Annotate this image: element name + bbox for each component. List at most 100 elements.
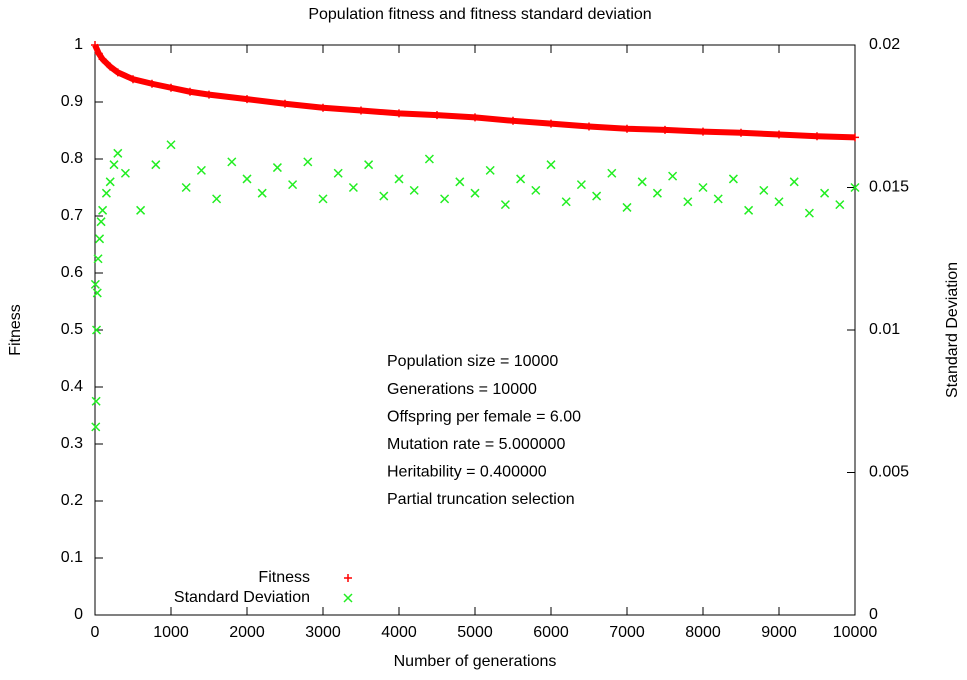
point bbox=[851, 133, 859, 142]
y-tick-label: 0.1 bbox=[61, 549, 83, 566]
y-tick-label: 0.7 bbox=[61, 207, 83, 224]
annotation: Mutation rate = 5.000000 bbox=[387, 436, 565, 453]
point bbox=[668, 171, 678, 181]
y-tick-label: 1 bbox=[74, 36, 83, 53]
point bbox=[744, 205, 754, 215]
point bbox=[546, 160, 556, 170]
point bbox=[212, 194, 222, 204]
y2-tick-label: 0.01 bbox=[869, 321, 900, 338]
point bbox=[698, 182, 708, 193]
x-tick-label: 0 bbox=[91, 624, 100, 641]
point bbox=[96, 217, 106, 227]
legend-marker bbox=[343, 593, 353, 603]
point bbox=[94, 49, 103, 58]
point bbox=[561, 197, 571, 207]
point bbox=[440, 194, 450, 204]
x-tick-label: 10000 bbox=[833, 624, 878, 641]
point bbox=[303, 157, 313, 167]
y2-tick-label: 0 bbox=[869, 606, 878, 623]
chart-title: Population fitness and fitness standard … bbox=[308, 6, 651, 23]
legend-label: Standard Deviation bbox=[174, 589, 310, 606]
y-tick-label: 0.2 bbox=[61, 492, 83, 509]
point bbox=[516, 174, 526, 184]
point bbox=[136, 205, 146, 215]
point bbox=[357, 106, 365, 115]
point bbox=[455, 177, 465, 187]
point bbox=[820, 188, 830, 198]
point bbox=[500, 200, 510, 210]
point bbox=[394, 174, 404, 184]
point bbox=[227, 157, 237, 167]
point bbox=[661, 125, 669, 134]
point bbox=[92, 288, 102, 298]
point bbox=[186, 87, 194, 96]
point bbox=[774, 197, 784, 207]
point bbox=[531, 185, 541, 195]
x-tick-label: 4000 bbox=[381, 624, 417, 641]
point bbox=[683, 197, 693, 207]
legend-label: Fitness bbox=[258, 569, 310, 586]
y-tick-label: 0.9 bbox=[61, 93, 83, 110]
annotation: Partial truncation selection bbox=[387, 491, 575, 508]
annotation: Generations = 10000 bbox=[387, 381, 537, 398]
point bbox=[485, 165, 495, 175]
point bbox=[470, 188, 480, 198]
x-tick-label: 7000 bbox=[609, 624, 645, 641]
point bbox=[652, 188, 662, 198]
annotation: Offspring per female = 6.00 bbox=[387, 408, 581, 425]
point bbox=[395, 109, 403, 118]
point bbox=[379, 191, 389, 201]
y-tick-label: 0.3 bbox=[61, 435, 83, 452]
y2-tick-label: 0.005 bbox=[869, 464, 909, 481]
point bbox=[98, 55, 107, 64]
point bbox=[592, 191, 602, 201]
point bbox=[713, 194, 723, 204]
point bbox=[243, 95, 251, 104]
point bbox=[288, 180, 298, 190]
point bbox=[91, 422, 101, 432]
point bbox=[835, 200, 845, 210]
point bbox=[813, 132, 821, 141]
point bbox=[181, 182, 191, 193]
point bbox=[728, 174, 738, 184]
point bbox=[93, 254, 103, 264]
point bbox=[109, 160, 119, 170]
point bbox=[105, 177, 115, 187]
y-tick-label: 0.8 bbox=[61, 150, 83, 167]
point bbox=[91, 325, 102, 335]
x-tick-label: 2000 bbox=[229, 624, 265, 641]
point bbox=[91, 41, 99, 49]
point bbox=[737, 128, 745, 137]
x-tick-label: 1000 bbox=[153, 624, 189, 641]
y-axis-label: Fitness bbox=[7, 304, 24, 356]
annotation: Heritability = 0.400000 bbox=[387, 464, 547, 481]
point bbox=[622, 202, 632, 212]
y2-tick-label: 0.02 bbox=[869, 36, 900, 53]
point bbox=[272, 163, 282, 173]
point bbox=[409, 185, 419, 195]
x-tick-label: 9000 bbox=[761, 624, 797, 641]
x-tick-label: 5000 bbox=[457, 624, 493, 641]
point bbox=[547, 119, 555, 128]
point bbox=[364, 160, 374, 170]
point bbox=[120, 168, 130, 178]
point bbox=[148, 79, 156, 88]
point bbox=[166, 140, 176, 150]
point bbox=[804, 208, 814, 218]
point bbox=[151, 160, 161, 170]
point bbox=[319, 103, 327, 112]
point bbox=[281, 99, 289, 108]
point bbox=[333, 168, 343, 178]
point bbox=[585, 122, 593, 131]
point bbox=[257, 188, 267, 198]
point bbox=[318, 194, 328, 204]
point bbox=[242, 174, 252, 184]
point bbox=[775, 130, 783, 139]
y-tick-label: 0.6 bbox=[61, 264, 83, 281]
point bbox=[129, 75, 137, 84]
point bbox=[424, 154, 434, 164]
legend-marker bbox=[344, 574, 352, 582]
point bbox=[759, 185, 769, 195]
